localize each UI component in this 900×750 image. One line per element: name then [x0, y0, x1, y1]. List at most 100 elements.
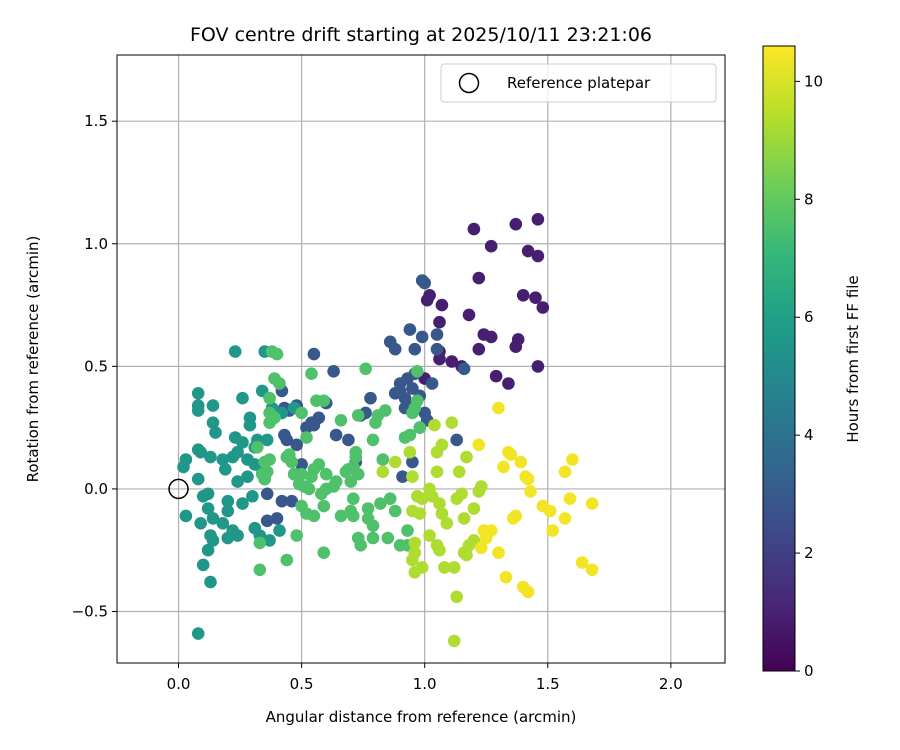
- data-point: [379, 404, 392, 417]
- data-point: [585, 563, 599, 577]
- data-point: [295, 406, 308, 420]
- x-tick-label: 0.0: [167, 675, 191, 693]
- data-point: [243, 411, 257, 425]
- data-point: [381, 531, 395, 545]
- data-point: [263, 391, 276, 405]
- data-point: [369, 416, 382, 430]
- data-point: [406, 455, 419, 469]
- data-point: [423, 529, 436, 542]
- data-point: [415, 330, 429, 344]
- data-point: [531, 213, 545, 226]
- data-point: [524, 485, 537, 498]
- data-point: [374, 497, 387, 510]
- data-point: [430, 342, 444, 356]
- data-point: [376, 465, 390, 479]
- data-point: [319, 467, 333, 481]
- data-point: [280, 450, 294, 464]
- data-point: [425, 377, 439, 390]
- data-point: [467, 222, 481, 236]
- data-point: [201, 502, 215, 515]
- data-point: [521, 472, 535, 486]
- data-point: [457, 512, 471, 525]
- data-point: [396, 470, 409, 484]
- data-point: [479, 531, 493, 545]
- data-point: [492, 401, 505, 415]
- data-point: [502, 377, 515, 390]
- data-point: [406, 553, 419, 567]
- data-point: [452, 465, 466, 479]
- data-point: [275, 494, 289, 508]
- data-point: [290, 438, 304, 452]
- data-point: [334, 414, 348, 427]
- data-point: [302, 482, 316, 496]
- data-point: [406, 470, 419, 484]
- data-point: [305, 470, 318, 484]
- x-axis-ticks: 0.0 0.5 1.0 1.5 2.0: [167, 663, 683, 693]
- legend-box: [440, 63, 717, 103]
- data-point: [300, 431, 313, 444]
- data-point: [433, 352, 446, 366]
- data-point: [191, 627, 205, 640]
- data-point: [216, 453, 230, 466]
- data-point: [531, 360, 545, 373]
- data-point: [366, 531, 380, 545]
- data-point: [221, 531, 235, 545]
- data-point: [388, 387, 402, 400]
- data-point: [497, 460, 510, 474]
- data-point: [263, 453, 276, 466]
- data-point: [221, 504, 235, 518]
- data-point: [260, 514, 274, 528]
- data-point: [415, 561, 429, 574]
- colorbar-tick-label: 8: [804, 190, 814, 208]
- plot-frame: [116, 54, 726, 664]
- data-point: [398, 431, 412, 444]
- legend: Reference platepar: [440, 63, 717, 103]
- data-point: [575, 556, 589, 569]
- data-point: [509, 509, 523, 523]
- data-point: [475, 480, 488, 493]
- data-point: [484, 239, 498, 253]
- y-axis-ticks: −0.5 0.0 0.5 1.0 1.5: [72, 112, 117, 621]
- data-point: [403, 445, 417, 459]
- data-point: [342, 433, 355, 447]
- data-point: [285, 494, 299, 508]
- data-point: [191, 387, 205, 400]
- data-point: [351, 409, 365, 422]
- data-point: [196, 490, 210, 503]
- data-point: [354, 539, 368, 552]
- data-point: [467, 502, 481, 515]
- y-tick-label: −0.5: [72, 603, 108, 621]
- data-point: [334, 509, 348, 523]
- data-point: [433, 497, 446, 510]
- data-point: [509, 340, 523, 354]
- data-point: [435, 438, 449, 452]
- colorbar-label: Hours from first FF file: [844, 275, 862, 442]
- data-point: [191, 404, 205, 417]
- data-point: [558, 465, 572, 479]
- data-point: [206, 534, 220, 547]
- data-point: [317, 546, 331, 559]
- data-point: [418, 276, 432, 290]
- data-point: [231, 475, 244, 488]
- grid-lines: [117, 55, 725, 663]
- data-point: [475, 541, 488, 555]
- data-point: [216, 517, 230, 530]
- data-point: [270, 512, 284, 525]
- data-point: [246, 490, 259, 503]
- data-point: [435, 298, 449, 312]
- data-point: [270, 347, 284, 361]
- data-point: [221, 494, 235, 508]
- data-point: [521, 585, 535, 599]
- data-point: [196, 558, 210, 572]
- data-point: [430, 328, 444, 341]
- y-tick-label: 1.0: [84, 235, 108, 253]
- data-point: [263, 416, 276, 430]
- data-point: [278, 428, 291, 442]
- data-point: [329, 475, 343, 488]
- data-point: [351, 467, 365, 481]
- data-point: [201, 543, 215, 557]
- data-point: [263, 534, 276, 547]
- data-point: [558, 512, 572, 525]
